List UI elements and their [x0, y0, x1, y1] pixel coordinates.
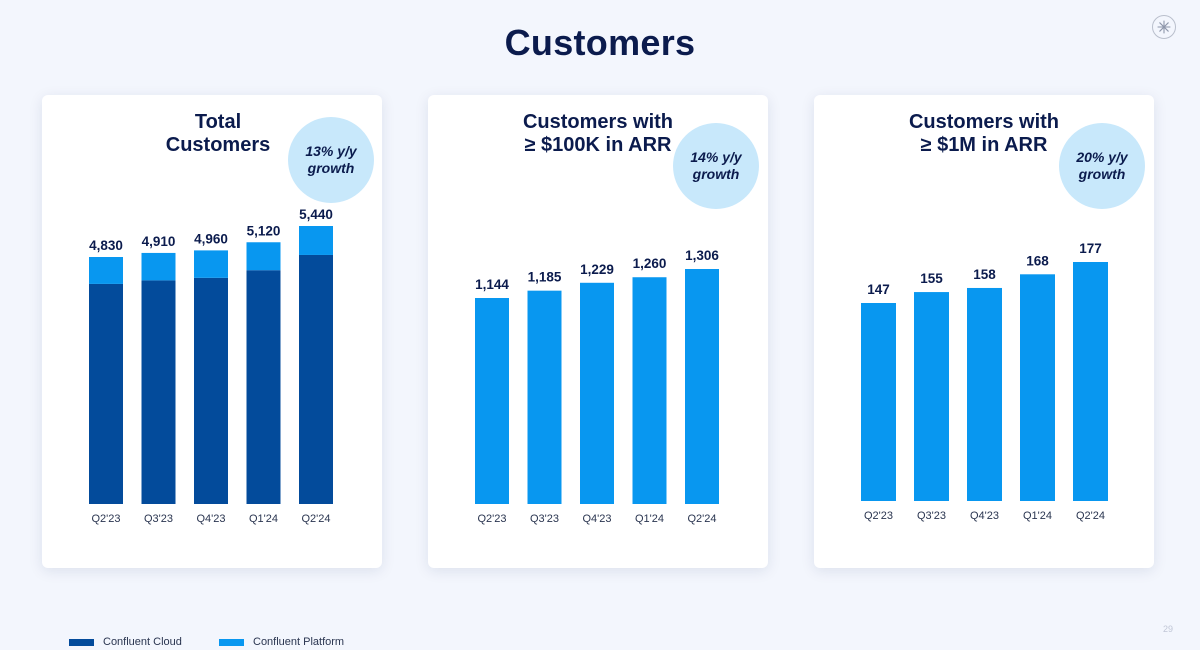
arr-100k-chart: 1,144 Q2'23 1,185 Q3'23 1,229 Q4'23 1,260 Q1'24… [475, 248, 719, 525]
growth-line: growth [1078, 166, 1126, 182]
data-label: 1,260 [633, 256, 667, 271]
x-tick-label: Q3'23 [917, 510, 946, 522]
data-label: 155 [920, 271, 943, 286]
bar-platform [246, 242, 281, 271]
card-title: Customers with ≥ $1M in ARR [874, 111, 1094, 157]
data-label: 5,120 [247, 223, 281, 238]
card-title-line: ≥ $1M in ARR [920, 134, 1048, 156]
bar-cloud [246, 270, 281, 504]
card-title-line: Total [194, 111, 242, 133]
bar [527, 290, 562, 504]
data-label: 4,910 [142, 234, 176, 249]
x-tick-label: Q1'24 [635, 513, 664, 525]
bar [967, 287, 1002, 501]
x-tick-label: Q4'23 [970, 510, 999, 522]
x-tick-label: Q2'24 [687, 513, 716, 525]
data-label: 4,830 [89, 238, 123, 253]
bar-platform [89, 257, 123, 284]
legend-swatch-cloud [69, 638, 94, 646]
page-title: Customers [504, 22, 696, 63]
page-number: 29 [1163, 624, 1174, 634]
card-title-line: ≥ $100K in ARR [524, 134, 672, 156]
data-label: 158 [973, 267, 996, 282]
card-title: Total Customers [132, 111, 304, 157]
growth-badge: 13% y/y growth [288, 117, 374, 203]
growth-badge: 20% y/y growth [1059, 123, 1145, 209]
card-title-line: Customers [165, 134, 271, 156]
data-label: 5,440 [299, 207, 333, 222]
data-label: 1,144 [475, 277, 509, 292]
legend-swatch-platform [219, 638, 244, 646]
total-customers-card: Total Customers 13% y/y growth 4,830 Q2'2… [42, 95, 382, 648]
x-tick-label: Q1'24 [249, 513, 278, 525]
data-label: 147 [867, 282, 890, 297]
data-label: 1,229 [580, 262, 614, 277]
bar [475, 298, 509, 504]
x-tick-label: Q2'23 [91, 513, 120, 525]
confluent-logo-icon [1152, 15, 1176, 39]
bar-cloud [299, 254, 333, 504]
card-title-line: Customers with [908, 111, 1060, 133]
x-tick-label: Q3'23 [144, 513, 173, 525]
bar [580, 282, 614, 504]
arr-100k-customers-card: Customers with ≥ $100K in ARR 14% y/y gr… [428, 95, 768, 568]
growth-line: 14% y/y [690, 149, 742, 165]
bar [632, 277, 667, 504]
bar-platform [299, 226, 333, 255]
growth-line: growth [307, 160, 355, 176]
bar-cloud [194, 277, 228, 504]
bar-cloud [89, 283, 123, 504]
data-label: 168 [1026, 253, 1049, 268]
growth-line: growth [692, 166, 740, 182]
bar-platform [141, 252, 176, 281]
legend-item-cloud: Confluent Cloud [69, 636, 182, 648]
data-label: 4,960 [194, 231, 228, 246]
legend-label-platform: Confluent Platform [253, 636, 345, 648]
bar [1020, 274, 1055, 501]
growth-line: 20% y/y [1076, 149, 1128, 165]
arr-1m-customers-card: Customers with ≥ $1M in ARR 20% y/y grow… [814, 95, 1154, 568]
x-tick-label: Q2'24 [1076, 510, 1105, 522]
total-customers-chart: 4,830 Q2'23 4,910 Q3'23 4,960 Q4'23 5,120 Q1'24… [89, 207, 333, 525]
x-tick-label: Q2'23 [864, 510, 893, 522]
x-tick-label: Q1'24 [1023, 510, 1052, 522]
arr-1m-chart: 147 Q2'23 155 Q3'23 158 Q4'23 168 Q1'24 177 Q2'24 [861, 241, 1108, 522]
bar [685, 269, 719, 504]
growth-badge: 14% y/y growth [673, 123, 759, 209]
bar-platform [194, 250, 228, 278]
data-label: 1,185 [528, 270, 562, 285]
data-label: 1,306 [685, 248, 719, 263]
x-tick-label: Q4'23 [196, 513, 225, 525]
x-tick-label: Q4'23 [582, 513, 611, 525]
bar [1073, 262, 1108, 501]
bar-cloud [141, 280, 176, 504]
card-title: Customers with ≥ $100K in ARR [488, 111, 708, 157]
legend-label-cloud: Confluent Cloud [103, 636, 182, 648]
bar [861, 303, 896, 501]
x-tick-label: Q2'23 [477, 513, 506, 525]
legend-item-platform: Confluent Platform [219, 636, 344, 648]
data-label: 177 [1079, 241, 1102, 256]
x-tick-label: Q3'23 [530, 513, 559, 525]
growth-line: 13% y/y [305, 143, 357, 159]
bar [914, 292, 949, 501]
card-title-line: Customers with [522, 111, 674, 133]
x-tick-label: Q2'24 [301, 513, 330, 525]
